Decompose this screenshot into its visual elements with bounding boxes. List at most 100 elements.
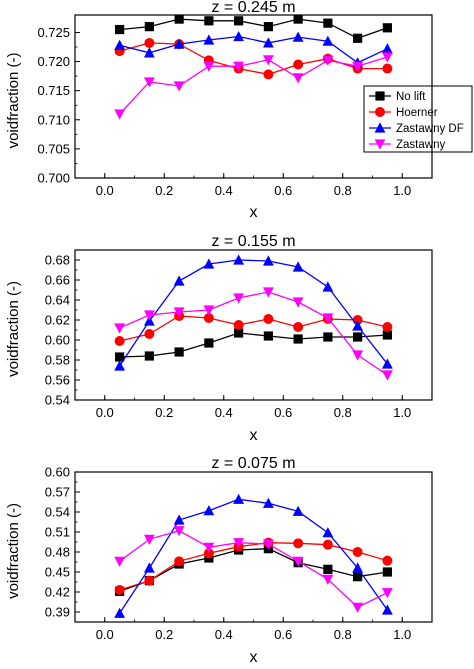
data-point-zastawny-df — [173, 514, 185, 525]
data-point-hoerner — [352, 547, 363, 557]
data-point-hoerner — [203, 313, 214, 323]
x-tick-label: 0.0 — [96, 183, 114, 198]
data-point-zastawny — [381, 370, 393, 381]
data-point-zastawny-df — [381, 604, 393, 615]
series-line-zastawny-df — [119, 498, 388, 614]
data-point-zastawny — [262, 287, 274, 298]
data-point-no-lift — [382, 330, 392, 340]
data-point-zastawny — [322, 313, 334, 324]
y-tick-label: 0.56 — [45, 373, 70, 388]
y-tick-label: 0.48 — [45, 545, 70, 560]
x-tick-label: 0.4 — [215, 627, 233, 642]
data-point-zastawny-df — [262, 255, 274, 266]
data-point-zastawny-df — [322, 35, 334, 46]
data-point-zastawny-df — [381, 358, 393, 369]
data-point-no-lift — [234, 328, 244, 338]
data-point-zastawny — [203, 305, 215, 316]
series-zastawny-df — [114, 493, 393, 618]
legend-marker — [375, 107, 385, 117]
series-line-zastawny — [119, 291, 388, 376]
data-point-zastawny-df — [352, 320, 364, 331]
data-point-zastawny — [143, 310, 155, 321]
x-tick-label: 0.2 — [155, 183, 173, 198]
series-zastawny — [114, 526, 393, 613]
data-point-no-lift — [144, 22, 154, 32]
chart-panel-z-0155: z = 0.155 m x voidfraction (-) 0.0 0.2 0.4… — [5, 233, 433, 444]
x-tick-label: 1.0 — [393, 183, 411, 198]
x-axis-label: x — [250, 649, 258, 666]
data-point-no-lift — [293, 334, 303, 344]
data-point-no-lift — [144, 351, 154, 361]
series-line-no-lift — [119, 548, 388, 592]
chart-title: z = 0.155 m — [211, 233, 295, 250]
data-point-zastawny-df — [233, 30, 245, 42]
data-point-no-lift — [382, 567, 392, 577]
y-tick-label: 0.60 — [45, 465, 70, 480]
series-hoerner — [114, 311, 393, 346]
y-tick-label: 0.68 — [45, 253, 70, 268]
y-axis-label: voidfraction (-) — [5, 503, 22, 599]
data-point-hoerner — [144, 37, 155, 48]
y-tick-label: 0.54 — [45, 393, 70, 408]
data-point-no-lift — [323, 564, 333, 574]
series-line-hoerner — [119, 315, 388, 342]
legend-item-no-lift: No lift — [369, 91, 426, 103]
y-tick-label: 0.54 — [45, 505, 70, 520]
y-tick-label: 0.66 — [45, 273, 70, 288]
x-tick-label: 0.2 — [155, 627, 173, 642]
y-tick-label: 0.60 — [45, 333, 70, 348]
data-point-zastawny-df — [292, 261, 304, 272]
data-point-zastawny — [322, 55, 334, 67]
data-point-zastawny — [233, 538, 245, 549]
series-zastawny-df — [114, 254, 393, 371]
x-tick-label: 0.8 — [334, 627, 352, 642]
data-point-hoerner — [382, 322, 393, 332]
x-tick-label: 0.2 — [155, 405, 173, 420]
data-point-zastawny-df — [173, 275, 185, 286]
data-point-no-lift — [263, 22, 273, 32]
data-point-no-lift — [323, 18, 333, 28]
data-point-zastawny — [292, 73, 304, 84]
data-point-no-lift — [115, 24, 125, 35]
data-point-hoerner — [233, 320, 244, 330]
data-point-zastawny-df — [352, 562, 364, 573]
chart-panel-z-0245: z = 0.245 m x voidfraction (-) No lift H… — [5, 0, 473, 221]
series-line-zastawny-df — [119, 35, 388, 64]
data-point-hoerner — [144, 575, 155, 586]
x-tick-label: 0.6 — [274, 627, 292, 642]
data-point-zastawny-df — [322, 281, 334, 292]
data-point-zastawny — [203, 61, 215, 72]
data-point-zastawny-df — [143, 562, 155, 573]
series-line-hoerner — [119, 542, 388, 591]
data-point-zastawny — [322, 574, 334, 585]
legend-item-zastawny: Zastawny — [369, 139, 445, 151]
data-point-zastawny-df — [262, 37, 274, 48]
data-point-no-lift — [353, 33, 363, 43]
data-point-no-lift — [323, 332, 333, 342]
legend-item-hoerner: Hoerner — [369, 107, 438, 119]
legend: No lift Hoerner Zastawny DF Zastawny — [363, 85, 473, 153]
data-point-no-lift — [353, 572, 363, 582]
x-tick-label: 0.8 — [334, 183, 352, 198]
data-point-no-lift — [234, 16, 244, 26]
x-tick-label: 0.0 — [96, 405, 114, 420]
legend-label-hoerner: Hoerner — [396, 107, 438, 119]
x-tick-label: 1.0 — [393, 405, 411, 420]
y-tick-label: 0.705 — [37, 141, 70, 156]
y-tick-label: 0.725 — [37, 25, 70, 40]
chart-panel-z-0075: z = 0.075 m x voidfraction (-) 0.0 0.2 0.4… — [5, 455, 433, 666]
y-tick-label: 0.64 — [45, 293, 70, 308]
series-no-lift — [115, 14, 392, 43]
y-axis-label: voidfraction (-) — [5, 53, 22, 149]
data-point-zastawny — [233, 61, 245, 72]
series-line-zastawny — [119, 530, 388, 609]
data-point-zastawny-df — [114, 607, 126, 618]
data-point-zastawny — [173, 526, 185, 537]
x-tick-label: 0.6 — [274, 405, 292, 420]
y-tick-label: 0.51 — [45, 525, 70, 540]
data-point-no-lift — [204, 338, 214, 348]
series-line-zastawny-df — [119, 259, 388, 367]
x-tick-label: 0.8 — [334, 405, 352, 420]
data-point-zastawny-df — [292, 31, 304, 42]
